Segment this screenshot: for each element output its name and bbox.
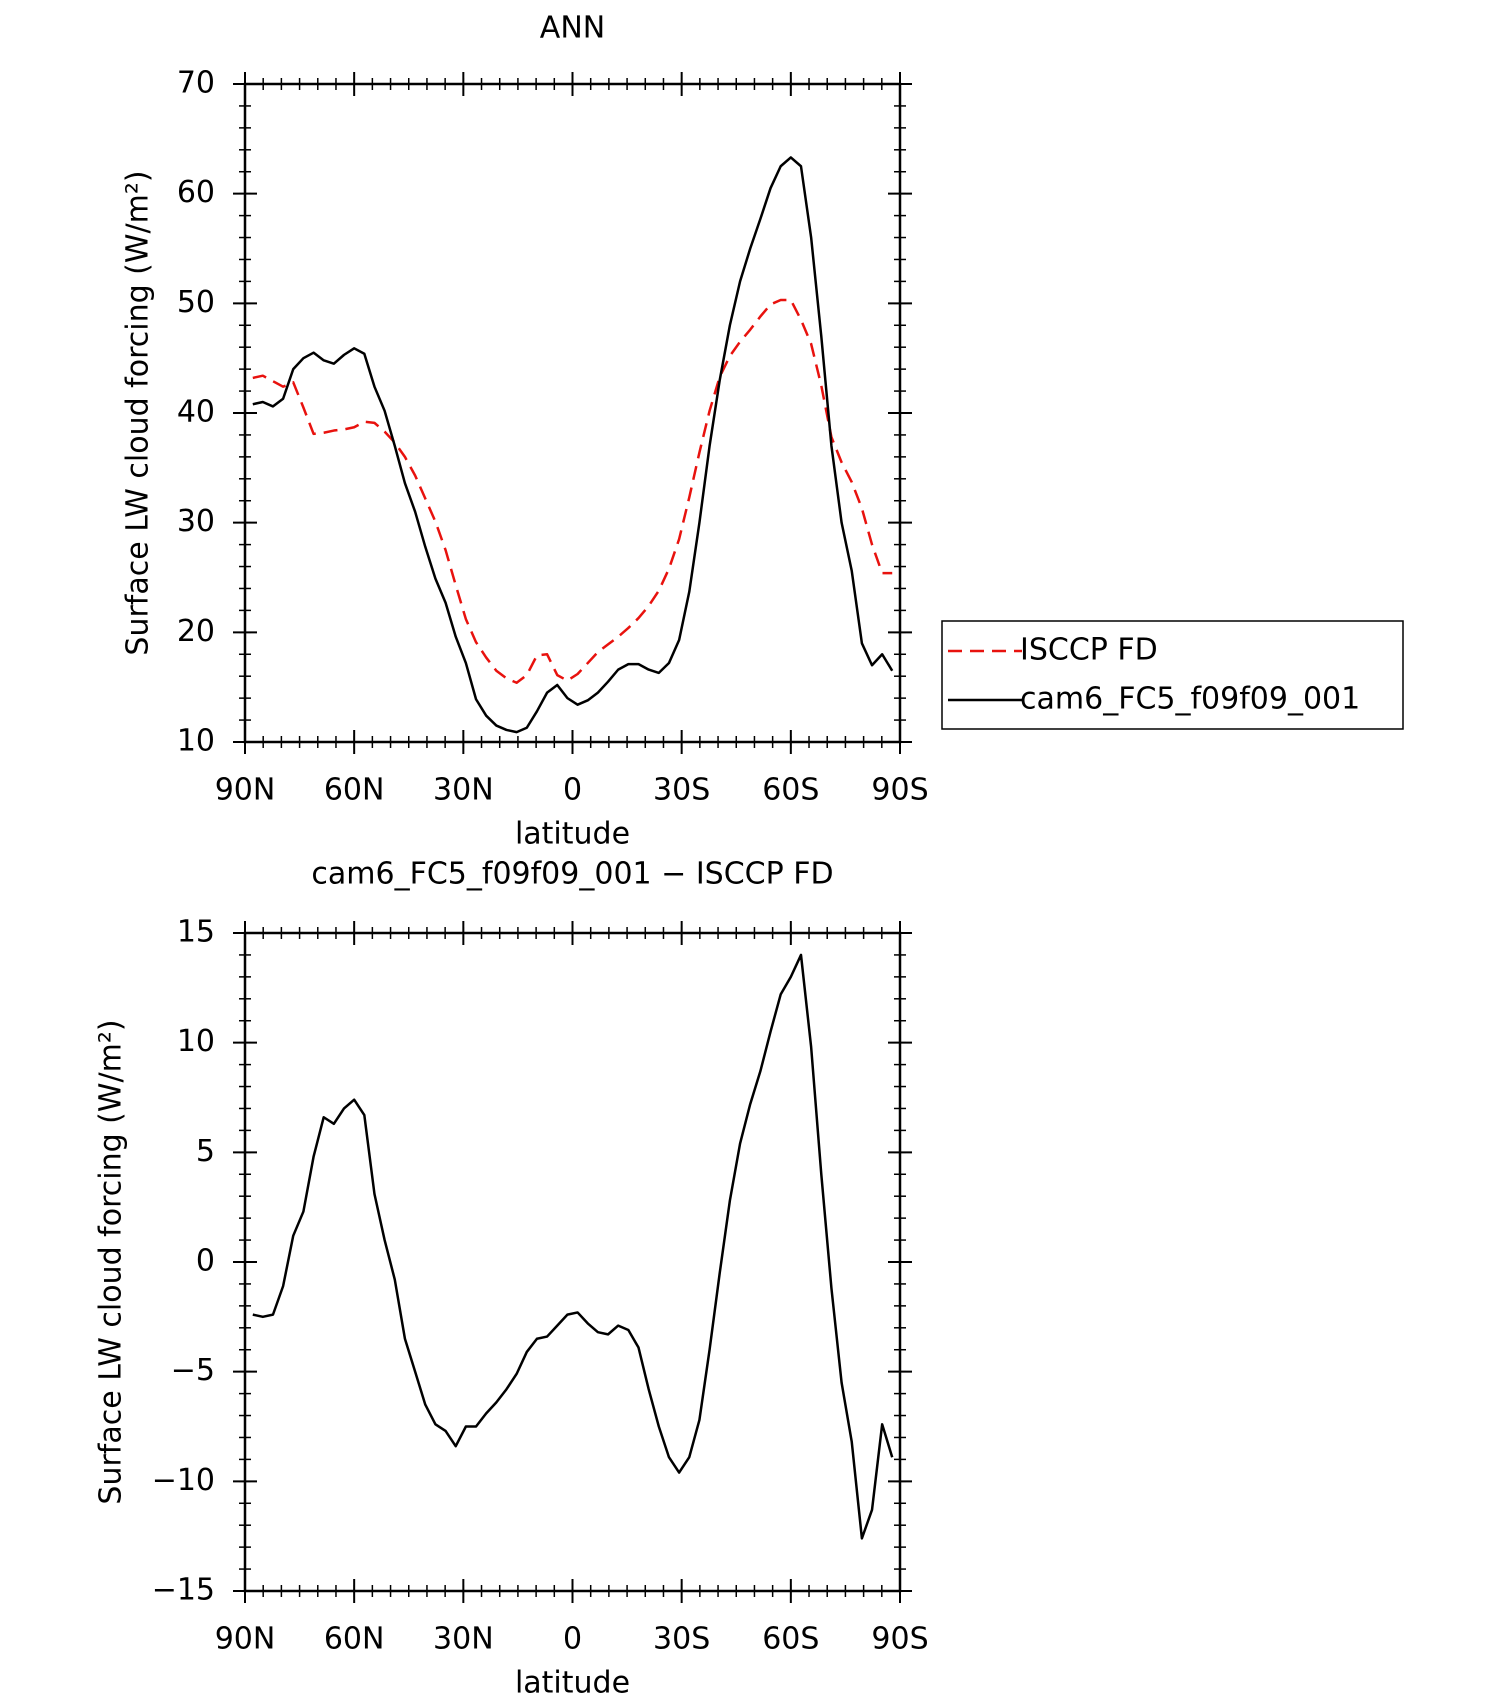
y-tick-label: 50 <box>177 285 215 320</box>
x-tick-label: 90N <box>215 773 276 808</box>
y-tick-label: 30 <box>177 504 215 539</box>
x-tick-label: 60S <box>762 773 819 808</box>
x-tick-label: 90S <box>871 773 928 808</box>
x-tick-label: 0 <box>563 773 582 808</box>
y-axis-label: Surface LW cloud forcing (W/m²) <box>94 1019 129 1504</box>
y-tick-label: −10 <box>152 1463 215 1498</box>
legend-label: cam6_FC5_f09f09_001 <box>1020 682 1360 717</box>
y-tick-label: 5 <box>196 1134 215 1169</box>
legend-box <box>941 620 1404 730</box>
series-line <box>252 156 894 734</box>
plot-frame <box>243 82 902 744</box>
y-tick-label: 10 <box>177 1024 215 1059</box>
x-tick-label: 30N <box>433 1622 494 1657</box>
x-tick-label: 60S <box>762 1622 819 1657</box>
x-tick-label: 30S <box>653 1622 710 1657</box>
legend-label: ISCCP FD <box>1020 633 1158 668</box>
x-tick-label: 90S <box>871 1622 928 1657</box>
x-tick-label: 60N <box>324 773 385 808</box>
y-tick-label: 60 <box>177 175 215 210</box>
x-axis-label: latitude <box>515 1666 630 1701</box>
y-tick-label: 10 <box>177 724 215 759</box>
x-tick-label: 30S <box>653 773 710 808</box>
y-axis-label: Surface LW cloud forcing (W/m²) <box>121 170 156 655</box>
y-tick-label: 0 <box>196 1244 215 1279</box>
series-line <box>252 953 894 1540</box>
chart-title: ANN <box>540 11 605 46</box>
series-line <box>252 298 893 685</box>
x-axis-label: latitude <box>515 817 630 852</box>
y-tick-label: 70 <box>177 66 215 101</box>
x-tick-label: 90N <box>215 1622 276 1657</box>
x-tick-label: 60N <box>324 1622 385 1657</box>
y-tick-label: −5 <box>171 1353 215 1388</box>
plot-frame <box>243 931 902 1593</box>
y-tick-label: 40 <box>177 395 215 430</box>
y-tick-label: −15 <box>152 1573 215 1608</box>
chart-title: cam6_FC5_f09f09_001 − ISCCP FD <box>311 857 833 892</box>
y-tick-label: 20 <box>177 614 215 649</box>
y-tick-label: 15 <box>177 915 215 950</box>
x-tick-label: 0 <box>563 1622 582 1657</box>
x-tick-label: 30N <box>433 773 494 808</box>
